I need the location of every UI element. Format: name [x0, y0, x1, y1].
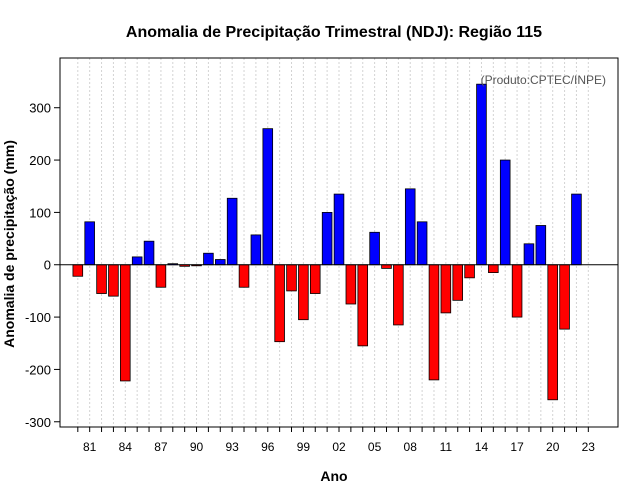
x-tick-label: 14	[475, 440, 489, 454]
bar-2017	[511, 264, 523, 318]
bar-1991	[203, 252, 214, 266]
bar-2009	[416, 221, 428, 266]
bar-2015	[488, 264, 499, 273]
bar-1998	[286, 264, 297, 292]
bar-2008	[404, 188, 416, 266]
bar-2010	[428, 264, 440, 381]
bar-2000	[309, 264, 321, 294]
x-tick-label: 87	[154, 440, 168, 454]
x-tick-label: 08	[404, 440, 418, 454]
bar-1986	[143, 240, 155, 266]
chart-title: Anomalia de Precipitação Trimestral (NDJ…	[126, 24, 542, 41]
bar-1982	[96, 264, 107, 294]
y-tick-label: -200	[25, 362, 51, 377]
y-axis: -300 -200 -100 0 100 200 300	[25, 101, 60, 430]
bar-1985	[131, 256, 143, 266]
bar-2005	[369, 231, 380, 266]
bar-2021	[559, 264, 570, 330]
bar-1999	[298, 264, 309, 321]
y-tick-label: 100	[29, 205, 51, 220]
bar-1992	[215, 259, 226, 266]
bar-2013	[464, 264, 475, 279]
x-tick-label: 93	[225, 440, 239, 454]
bar-2003	[345, 264, 357, 305]
bar-2004	[357, 264, 369, 347]
bar-2002	[333, 193, 345, 266]
x-tick-label: 99	[297, 440, 311, 454]
x-axis-label: Ano	[320, 468, 347, 484]
x-tick-label: 81	[83, 440, 97, 454]
bar-1997	[274, 264, 285, 343]
x-tick-label: 17	[510, 440, 524, 454]
x-tick-label: 20	[546, 440, 560, 454]
bar-2007	[393, 264, 404, 326]
x-tick-label: 90	[190, 440, 204, 454]
y-tick-label: 0	[44, 258, 51, 273]
x-tick-label: 05	[368, 440, 382, 454]
bar-2014	[476, 83, 487, 266]
bar-1994	[238, 264, 250, 288]
vertical-gridlines	[77, 58, 589, 427]
bar-1996	[262, 128, 274, 266]
x-tick-label: 11	[440, 440, 453, 454]
bar-2006	[381, 264, 392, 269]
x-tick-label: 84	[119, 440, 133, 454]
y-axis-label: Anomalia de precipitação (mm)	[1, 140, 17, 348]
bar-1983	[108, 264, 119, 297]
bar-2020	[547, 264, 558, 401]
y-tick-label: 300	[29, 101, 51, 116]
bar-2022	[571, 193, 582, 266]
bar-1987	[155, 264, 167, 288]
x-tick-label: 02	[332, 440, 346, 454]
x-tick-label: 23	[582, 440, 596, 454]
bar-1995	[250, 234, 262, 266]
bar-1980	[72, 264, 84, 277]
bar-2016	[499, 159, 511, 266]
y-tick-label: -100	[25, 310, 51, 325]
bar-2001	[321, 212, 333, 266]
bar-2012	[452, 264, 463, 301]
bar-1993	[226, 197, 238, 266]
bar-2011	[440, 264, 452, 314]
y-tick-label: -300	[25, 415, 51, 430]
bar-1984	[120, 264, 131, 382]
bar-2019	[535, 225, 547, 266]
y-tick-label: 200	[29, 153, 51, 168]
bar-1981	[84, 221, 95, 266]
credit-text: (Produto:CPTEC/INPE)	[481, 73, 606, 87]
bar-2018	[523, 243, 535, 266]
x-axis: 81 84 87 90 93 96 99 02 05 08 11 14 17 20 23	[77, 427, 596, 454]
x-tick-label: 96	[261, 440, 275, 454]
bar-series	[72, 83, 582, 401]
